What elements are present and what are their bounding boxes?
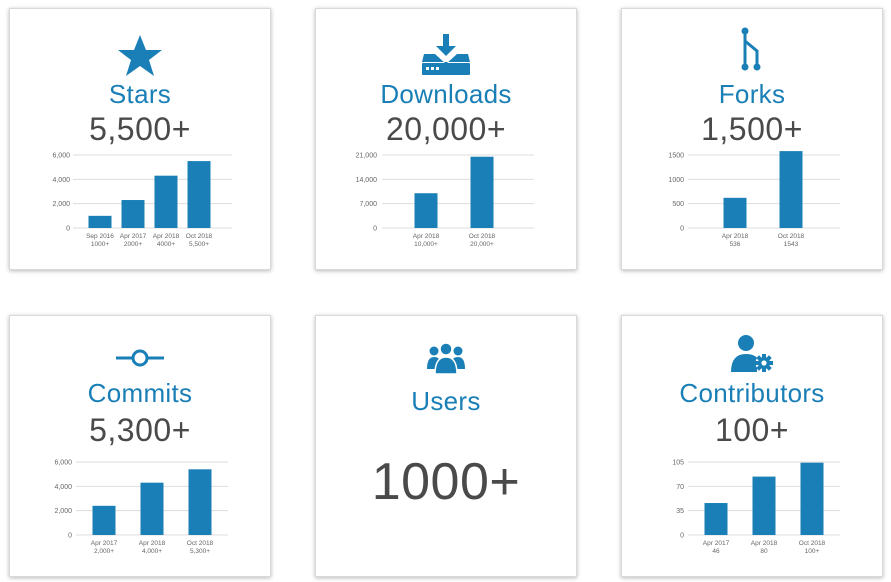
x-sublabel: 10,000+ xyxy=(414,241,438,248)
x-category-label: Oct 2018 xyxy=(186,233,213,240)
x-category-label: Oct 2018 xyxy=(187,540,214,547)
y-tick-label: 0 xyxy=(373,226,377,233)
x-category-label: Apr 2018 xyxy=(722,233,749,240)
bar xyxy=(779,151,803,228)
card-title: Forks xyxy=(718,79,786,109)
y-tick-label: 6,000 xyxy=(52,153,70,160)
bar xyxy=(187,161,211,228)
x-sublabel: 2,000+ xyxy=(94,548,114,555)
fork-icon xyxy=(622,27,882,71)
y-tick-label: 0 xyxy=(66,226,70,233)
y-tick-label: 105 xyxy=(672,460,684,467)
x-sublabel: 5,500+ xyxy=(189,241,209,248)
x-category-label: Oct 2018 xyxy=(469,233,496,240)
x-sublabel: 4000+ xyxy=(157,241,175,248)
y-tick-label: 0 xyxy=(680,533,684,540)
y-tick-label: 7,000 xyxy=(359,201,377,208)
x-category-label: Apr 2017 xyxy=(703,540,730,547)
card-value: 20,000+ xyxy=(385,111,507,147)
y-tick-label: 4,000 xyxy=(52,177,70,184)
card-title: Commits xyxy=(87,378,193,408)
contributors-card: Contributors 100+ 0 35 70 105 Apr 2017 46 Apr … xyxy=(621,315,883,577)
x-category-label: Apr 2018 xyxy=(413,233,440,240)
y-tick-label: 500 xyxy=(672,201,684,208)
bar xyxy=(140,482,164,535)
card-value: 1000+ xyxy=(371,453,521,511)
y-tick-label: 2,000 xyxy=(52,201,70,208)
commits-card: Commits 5,300+ 0 2,000 4,000 6,000 Apr 2017 2… xyxy=(9,315,271,577)
x-sublabel: 1543 xyxy=(784,241,799,248)
y-tick-label: 0 xyxy=(680,226,684,233)
bar xyxy=(470,156,494,228)
x-category-label: Apr 2017 xyxy=(91,540,118,547)
users-card: Users 1000+ xyxy=(315,315,577,577)
x-sublabel: 1000+ xyxy=(91,241,109,248)
bar xyxy=(800,462,824,535)
bar xyxy=(154,175,178,228)
x-category-label: Oct 2018 xyxy=(799,540,826,547)
x-category-label: Apr 2018 xyxy=(153,233,180,240)
y-tick-label: 6,000 xyxy=(54,460,72,467)
x-category-label: Oct 2018 xyxy=(778,233,805,240)
y-tick-label: 70 xyxy=(676,484,684,491)
y-tick-label: 1000 xyxy=(668,177,684,184)
users-icon xyxy=(316,341,576,375)
x-category-label: Apr 2018 xyxy=(751,540,778,547)
x-sublabel: 46 xyxy=(712,548,720,555)
bar xyxy=(188,469,212,535)
y-tick-label: 0 xyxy=(68,533,72,540)
stars-card: Stars 5,500+ 0 2,000 4,000 6,000 Sep 2016 100… xyxy=(9,8,271,270)
bar xyxy=(121,200,145,228)
card-title: Users xyxy=(411,386,481,416)
y-tick-label: 14,000 xyxy=(356,177,378,184)
card-title: Stars xyxy=(108,79,172,109)
y-tick-label: 1500 xyxy=(668,153,684,160)
x-sublabel: 4,000+ xyxy=(142,548,162,555)
y-tick-label: 21,000 xyxy=(356,153,378,160)
card-value: 100+ xyxy=(714,412,790,448)
download-icon xyxy=(316,34,576,76)
card-value: 5,300+ xyxy=(89,412,191,448)
downloads-card: Downloads 20,000+ 0 7,000 14,000 21,000 Apr … xyxy=(315,8,577,270)
y-tick-label: 4,000 xyxy=(54,484,72,491)
x-sublabel: 2000+ xyxy=(124,241,142,248)
star-icon xyxy=(10,34,270,78)
x-sublabel: 100+ xyxy=(805,548,820,555)
y-tick-label: 35 xyxy=(676,508,684,515)
card-title: Downloads xyxy=(380,79,512,109)
card-title: Contributors xyxy=(679,378,825,408)
card-value: 5,500+ xyxy=(89,111,191,147)
card-value: 1,500+ xyxy=(701,111,803,147)
bar xyxy=(723,197,747,228)
x-sublabel: 5,300+ xyxy=(190,548,210,555)
bar xyxy=(704,503,728,535)
x-sublabel: 20,000+ xyxy=(470,241,494,248)
bar xyxy=(752,476,776,535)
x-category-label: Sep 2016 xyxy=(86,233,114,240)
commit-icon xyxy=(10,346,270,370)
bar xyxy=(92,505,116,535)
bar xyxy=(88,215,112,228)
contributor-gear-icon xyxy=(622,334,882,374)
y-tick-label: 2,000 xyxy=(54,508,72,515)
x-sublabel: 80 xyxy=(760,548,768,555)
x-category-label: Apr 2017 xyxy=(120,233,147,240)
x-category-label: Apr 2018 xyxy=(139,540,166,547)
forks-card: Forks 1,500+ 0 500 1000 1500 Apr 2018 536 Oct … xyxy=(621,8,883,270)
x-sublabel: 536 xyxy=(730,241,741,248)
bar xyxy=(414,193,438,228)
